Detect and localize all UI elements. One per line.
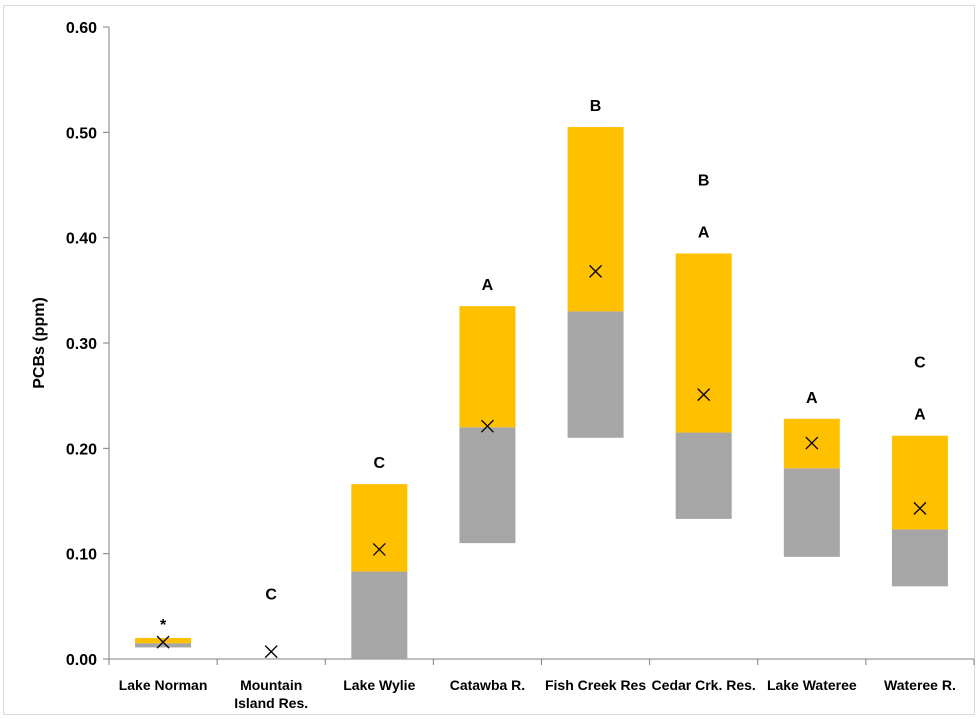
x-tick-label: Cedar Crk. Res. xyxy=(652,677,756,693)
mean-marker-stroke xyxy=(589,264,603,278)
y-tick-label: 0.60 xyxy=(66,20,97,37)
x-tick-label: Fish Creek Res xyxy=(545,677,646,693)
bar-segment xyxy=(351,484,408,572)
y-tick-label: 0.10 xyxy=(66,547,97,564)
y-tick-label: 0.50 xyxy=(66,125,97,142)
bar-segment xyxy=(891,529,948,587)
bar-segment xyxy=(135,643,192,648)
bar-segment xyxy=(351,571,408,659)
significance-label: B xyxy=(590,98,602,115)
bars xyxy=(135,127,948,659)
significance-label: C xyxy=(914,355,926,372)
x-tick-label: Catawba R. xyxy=(450,677,525,693)
y-tick-label: 0.40 xyxy=(66,231,97,248)
y-tick-label: 0.30 xyxy=(66,336,97,353)
significance-label: A xyxy=(806,390,818,407)
significance-label: A xyxy=(914,407,926,424)
mean-marker xyxy=(589,264,603,278)
y-axis-label: PCBs (ppm) xyxy=(31,297,48,389)
significance-label: * xyxy=(160,617,167,634)
bar-segment xyxy=(135,637,192,644)
mean-marker xyxy=(156,635,170,649)
mean-marker xyxy=(697,388,711,402)
x-tick-label: Lake Wateree xyxy=(767,677,857,693)
mean-marker-stroke xyxy=(913,501,927,515)
bar-segment xyxy=(567,127,624,312)
x-tick-label: Lake Norman xyxy=(119,677,208,693)
x-tick-label: Island Res. xyxy=(234,695,308,711)
significance-label: A xyxy=(482,277,494,294)
mean-marker xyxy=(805,436,819,450)
bar-segment xyxy=(783,468,840,557)
bar-segment xyxy=(459,427,516,544)
y-tick-label: 0.20 xyxy=(66,441,97,458)
y-tick-label: 0.00 xyxy=(66,652,97,669)
mean-marker-stroke xyxy=(264,645,278,659)
mean-marker-stroke xyxy=(480,419,494,433)
significance-label: C xyxy=(374,455,386,472)
bar-segment xyxy=(567,311,624,438)
mean-marker xyxy=(913,501,927,515)
mean-marker xyxy=(264,645,278,659)
mean-marker-stroke xyxy=(697,388,711,402)
mean-markers xyxy=(156,264,927,659)
x-tick-label: Mountain xyxy=(240,677,302,693)
bar-segment xyxy=(675,432,732,519)
x-tick-label: Wateree R. xyxy=(884,677,956,693)
mean-marker xyxy=(480,419,494,433)
significance-label: C xyxy=(265,587,277,604)
bar-segment xyxy=(891,435,948,530)
significance-label: B xyxy=(698,172,710,189)
x-tick-label: Lake Wylie xyxy=(343,677,415,693)
mean-marker-stroke xyxy=(805,436,819,450)
mean-marker xyxy=(372,542,386,556)
bar-segment xyxy=(459,306,516,428)
mean-marker-stroke xyxy=(156,635,170,649)
significance-label: A xyxy=(698,224,710,241)
labels: 0.00 0.10 0.20 0.30 0.40 0.50 0.60 * C C A B A B A A C La… xyxy=(66,20,956,711)
axes xyxy=(103,26,975,665)
mean-marker-stroke xyxy=(372,542,386,556)
bar-segment xyxy=(675,253,732,433)
